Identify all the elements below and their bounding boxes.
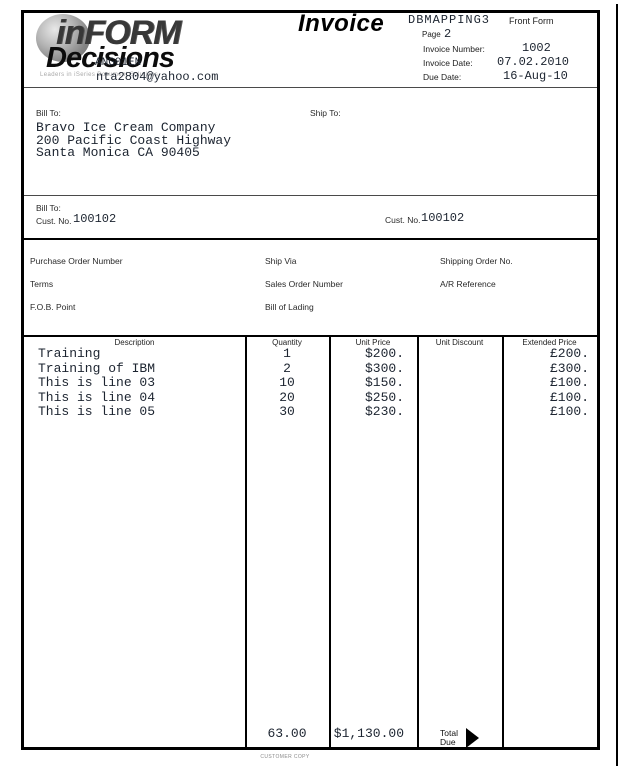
total-due-arrow-icon [465,728,479,748]
cust-no-value-right: 100102 [421,211,465,225]
unit-discount-cell [417,361,502,376]
table-row: Training of IBM 2 $300. £300. [24,361,597,376]
shipping-order-no-label: Shipping Order No. [440,256,513,266]
quantity-cell: 10 [279,375,295,390]
logo-brand-top: inFORM [56,14,181,52]
extended-price-cell: £100. [549,404,589,419]
extended-price-cell: £100. [549,390,589,405]
extended-price-cell: £200. [549,346,589,361]
bill-to-address-line: 200 Pacific Coast Highway [36,132,232,148]
unit-price-cell: $200. [364,346,404,361]
unit-price-cell: $250. [364,390,404,405]
table-column-divider [245,337,247,747]
column-header-description: Description [114,338,155,347]
page-number: 2 [444,27,452,41]
quantity-total: 63.00 [267,726,307,741]
ship-via-label: Ship Via [265,256,297,266]
logo-tagline: Leaders in iSeries Document Solutions [40,72,159,78]
unit-discount-cell [417,375,502,390]
column-header-quantity: Quantity [272,338,302,347]
amount-total: $1,130.00 [333,726,404,741]
table-row: This is line 05 30 $230. £100. [24,404,597,419]
quantity-cell: 2 [283,361,291,376]
bill-of-lading-label: Bill of Lading [265,302,314,312]
cust-no-label-right: Cust. No. [385,215,421,225]
column-header-extended-price: Extended Price [522,338,577,347]
total-due-label: Total Due [440,727,458,747]
table-column-divider [329,337,331,747]
unit-price-cell: $150. [364,375,404,390]
invoice-date-label: Invoice Date: [423,58,473,68]
table-header-row: Description Quantity Unit Price Unit Dis… [24,338,597,353]
quantity-cell: 1 [283,346,291,361]
invoice-date-value: 07.02.2010 [497,55,570,69]
ar-reference-label: A/R Reference [440,279,496,289]
quantity-cell: 20 [279,390,295,405]
description-cell: This is line 04 [38,390,156,405]
unit-discount-cell [417,390,502,405]
unit-discount-cell [417,404,502,419]
column-header-unit-discount: Unit Discount [435,338,484,347]
fob-point-label: F.O.B. Point [30,302,76,312]
table-top-border [24,335,597,337]
table-column-divider [502,337,504,747]
logo-email: nta2804@yahoo.com [96,70,219,84]
bill-to-address-line: Bravo Ice Cream Company [36,120,216,135]
form-id: DBMAPPING3 [408,13,491,27]
logo-code: ANG01EN [95,57,142,69]
terms-label: Terms [30,279,54,289]
po-number-label: Purchase Order Number [30,256,123,266]
invoice-number-label: Invoice Number: [423,44,485,54]
cust-no-label-left: Cust. No. [36,216,72,226]
form-name: Front Form [509,16,554,26]
bill-to-address-line: Santa Monica CA 90405 [36,145,200,160]
description-cell: Training of IBM [38,361,156,376]
page-edge-line [616,4,618,766]
extended-price-cell: £300. [549,361,589,376]
extended-price-cell: £100. [549,375,589,390]
ship-to-label: Ship To: [310,108,341,118]
cust-no-value-left: 100102 [73,212,117,226]
bill-to-address: Bravo Ice Cream Company 200 Pacific Coas… [36,120,232,160]
invoice-title: Invoice [298,10,385,37]
section-divider [24,238,597,240]
totals-row: 63.00 $1,130.00 Total Due [24,726,597,750]
logo-brand-bottom: Decisions [46,42,175,74]
due-date-value: 16-Aug-10 [503,69,568,83]
table-row: This is line 04 20 $250. £100. [24,390,597,405]
description-cell: Training [38,346,101,361]
due-date-label: Due Date: [423,72,462,82]
unit-price-cell: $300. [364,361,404,376]
section-divider [24,195,597,196]
description-cell: This is line 03 [38,375,156,390]
unit-price-cell: $230. [364,404,404,419]
bill-to-label: Bill To: [36,108,61,118]
customer-copy-label: CUSTOMER COPY [260,754,310,760]
unit-discount-cell [417,346,502,361]
page-frame [21,10,600,750]
table-row: This is line 03 10 $150. £100. [24,375,597,390]
column-header-unit-price: Unit Price [355,338,391,347]
invoice-number-value: 1002 [522,41,551,55]
sales-order-number-label: Sales Order Number [265,279,343,289]
description-cell: This is line 05 [38,404,156,419]
bill-to-label-2: Bill To: [36,203,61,213]
page-label: Page [422,30,441,39]
globe-icon [36,14,90,62]
section-divider [24,87,597,88]
table-column-divider [417,337,419,747]
quantity-cell: 30 [279,404,295,419]
table-row: Training 1 $200. £200. [24,346,597,361]
